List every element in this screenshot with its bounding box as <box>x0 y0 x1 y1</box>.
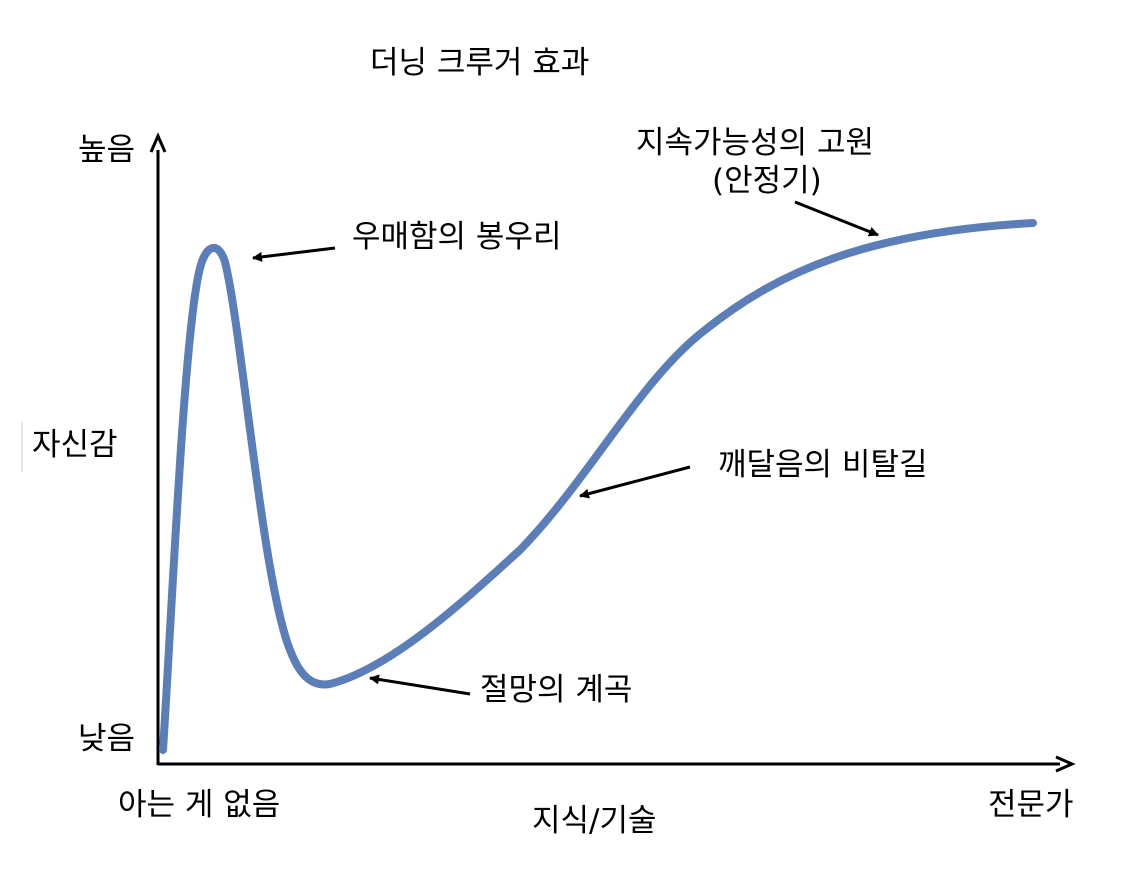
diagram-title: 더닝 크루거 효과 <box>370 45 590 81</box>
confidence-curve <box>159 219 1037 754</box>
plateau-annotation-line2: (안정기) <box>712 163 822 199</box>
y-axis-title: 자신감 <box>32 427 118 463</box>
valley-arrow <box>369 674 471 696</box>
plateau-arrow <box>794 200 879 237</box>
x-axis-title: 지식/기술 <box>532 803 657 839</box>
peak-annotation: 우매함의 봉우리 <box>352 219 562 255</box>
y-axis-low-label: 낮음 <box>78 721 136 757</box>
valley-annotation: 절망의 계곡 <box>480 672 633 708</box>
plateau-annotation-line1: 지속가능성의 고원 <box>636 125 875 161</box>
y-axis-high-label: 높음 <box>78 132 136 168</box>
y-axis-arrowhead <box>149 132 167 153</box>
slope-arrow <box>579 465 691 499</box>
peak-arrow <box>252 246 336 262</box>
x-axis-arrowhead <box>1055 755 1076 773</box>
slope-annotation: 깨달음의 비탈길 <box>718 447 928 483</box>
x-axis-end-label: 전문가 <box>988 787 1074 823</box>
x-axis-start-label: 아는 게 없음 <box>118 787 281 823</box>
